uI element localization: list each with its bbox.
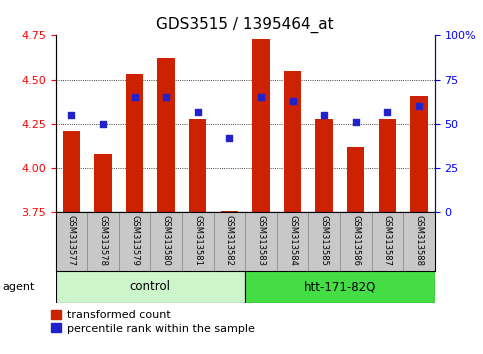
Text: GSM313583: GSM313583: [256, 215, 266, 266]
Bar: [403, 212, 435, 271]
Bar: [182, 212, 213, 271]
Bar: [252, 39, 270, 212]
Point: [162, 95, 170, 100]
Text: GSM313586: GSM313586: [351, 215, 360, 266]
Point: [415, 103, 423, 109]
Bar: [315, 119, 333, 212]
Bar: [119, 212, 150, 271]
Bar: [277, 212, 308, 271]
Text: GSM313584: GSM313584: [288, 215, 297, 266]
Bar: [347, 147, 364, 212]
Point: [257, 95, 265, 100]
Text: GSM313577: GSM313577: [67, 215, 76, 266]
Bar: [56, 212, 87, 271]
Bar: [150, 212, 182, 271]
Point: [194, 109, 201, 114]
Title: GDS3515 / 1395464_at: GDS3515 / 1395464_at: [156, 16, 334, 33]
Point: [352, 119, 359, 125]
Text: agent: agent: [2, 282, 35, 292]
Text: htt-171-82Q: htt-171-82Q: [304, 280, 376, 293]
Text: GSM313588: GSM313588: [414, 215, 424, 266]
Text: GSM313581: GSM313581: [193, 215, 202, 266]
Bar: [189, 119, 206, 212]
Text: GSM313580: GSM313580: [162, 215, 170, 266]
Text: GSM313579: GSM313579: [130, 215, 139, 266]
Bar: [63, 131, 80, 212]
Bar: [87, 212, 119, 271]
Bar: [157, 58, 175, 212]
Text: GSM313585: GSM313585: [320, 215, 328, 266]
Legend: transformed count, percentile rank within the sample: transformed count, percentile rank withi…: [52, 310, 255, 334]
Text: control: control: [130, 280, 171, 293]
Bar: [245, 212, 277, 271]
Point: [68, 112, 75, 118]
Text: GSM313582: GSM313582: [225, 215, 234, 266]
Bar: [410, 96, 427, 212]
Bar: [371, 212, 403, 271]
Bar: [213, 212, 245, 271]
Point: [289, 98, 297, 104]
Bar: [94, 154, 112, 212]
Bar: [56, 271, 245, 303]
Point: [384, 109, 391, 114]
Bar: [379, 119, 396, 212]
Bar: [126, 74, 143, 212]
Bar: [284, 71, 301, 212]
Bar: [340, 212, 371, 271]
Point: [131, 95, 139, 100]
Text: GSM313587: GSM313587: [383, 215, 392, 266]
Bar: [245, 271, 435, 303]
Text: GSM313578: GSM313578: [99, 215, 107, 266]
Bar: [221, 211, 238, 212]
Point: [226, 135, 233, 141]
Point: [99, 121, 107, 127]
Point: [320, 112, 328, 118]
Bar: [308, 212, 340, 271]
